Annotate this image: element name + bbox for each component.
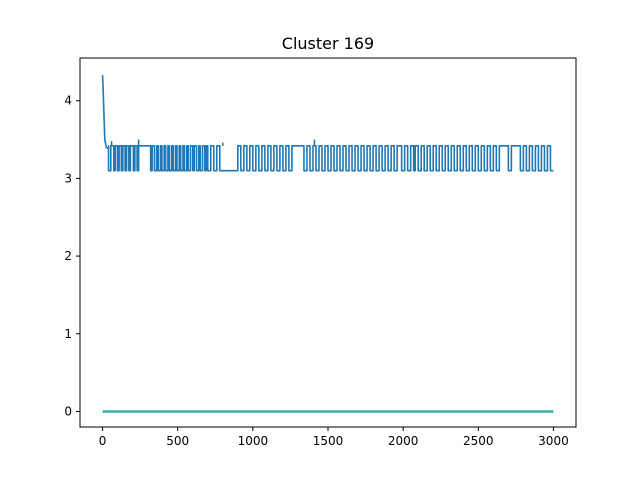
plot-area <box>101 75 554 413</box>
y-tick-label: 0 <box>64 404 72 418</box>
x-tick-label: 1500 <box>313 434 344 448</box>
x-tick-label: 2500 <box>463 434 494 448</box>
x-tick-label: 3000 <box>538 434 569 448</box>
x-tick-label: 1000 <box>238 434 269 448</box>
axes: 0 500 1000 1500 2000 2500 3000 0 1 2 3 4 <box>64 94 568 448</box>
y-tick-label: 1 <box>64 327 72 341</box>
y-tick-label: 3 <box>64 171 72 185</box>
y-tick-label: 4 <box>64 94 72 108</box>
x-tick-label: 500 <box>166 434 189 448</box>
y-tick-label: 2 <box>64 249 72 263</box>
series-line-1 <box>101 75 554 172</box>
x-tick-label: 2000 <box>388 434 419 448</box>
chart-title: Cluster 169 <box>282 34 374 53</box>
x-tick-label: 0 <box>99 434 107 448</box>
plot-frame <box>79 57 577 428</box>
